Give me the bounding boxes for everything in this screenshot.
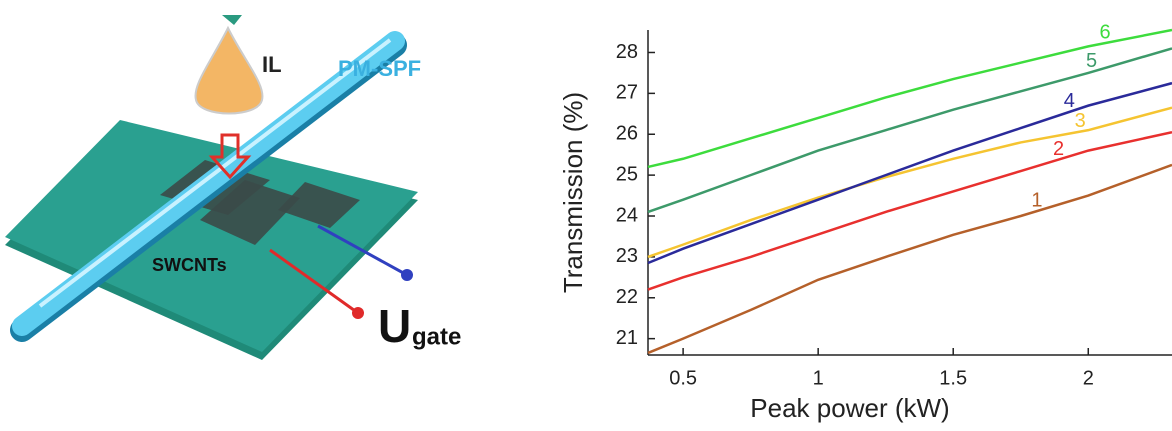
- x-tick-label: 1: [813, 367, 824, 389]
- y-tick-label: 28: [616, 41, 638, 63]
- y-tick-label: 22: [616, 286, 638, 308]
- u-label: U: [378, 300, 411, 352]
- x-axis-label: Peak power (kW): [750, 393, 949, 423]
- schematic: IL PM-SPF SWCNTs U gate: [5, 15, 461, 360]
- y-tick-label: 23: [616, 245, 638, 267]
- y-axis-label: Transmission (%): [558, 92, 588, 293]
- y-tick-label: 26: [616, 123, 638, 145]
- fiber-highlight: [38, 38, 392, 308]
- x-tick-label: 0.5: [669, 367, 697, 389]
- blue-wire: [317, 224, 408, 277]
- blue-contact: [401, 269, 413, 281]
- red-wire: [269, 248, 359, 315]
- y-tick-label: 24: [616, 204, 638, 226]
- il-label: IL: [262, 52, 282, 77]
- swcnt-label: SWCNTs: [152, 255, 227, 275]
- series-label: 1: [1031, 189, 1042, 211]
- x-tick-label: 1.5: [939, 367, 967, 389]
- pipette: [222, 15, 242, 25]
- series-label: 5: [1086, 50, 1097, 72]
- series-line: [647, 81, 1172, 265]
- series-line: [647, 163, 1172, 355]
- series-label: 4: [1064, 90, 1075, 112]
- swcnt-patch: [278, 182, 360, 228]
- series-line: [647, 28, 1172, 169]
- fiber-label: PM-SPF: [338, 56, 421, 81]
- series-line: [647, 130, 1172, 291]
- gate-label: gate: [412, 323, 461, 350]
- series-label: 3: [1075, 110, 1086, 132]
- substrate: [5, 120, 418, 352]
- series-label: 2: [1053, 138, 1064, 160]
- series-label: 6: [1099, 21, 1110, 43]
- y-tick-label: 27: [616, 82, 638, 104]
- fiber: [12, 31, 405, 336]
- swcnt-patch: [200, 180, 300, 245]
- arrow: [208, 133, 252, 180]
- red-contact: [352, 307, 364, 319]
- x-tick-label: 2: [1083, 367, 1094, 389]
- y-tick-label: 21: [616, 327, 638, 349]
- drop: [194, 25, 264, 115]
- series-line: [647, 47, 1172, 214]
- series-line: [647, 106, 1172, 259]
- y-tick-label: 25: [616, 163, 638, 185]
